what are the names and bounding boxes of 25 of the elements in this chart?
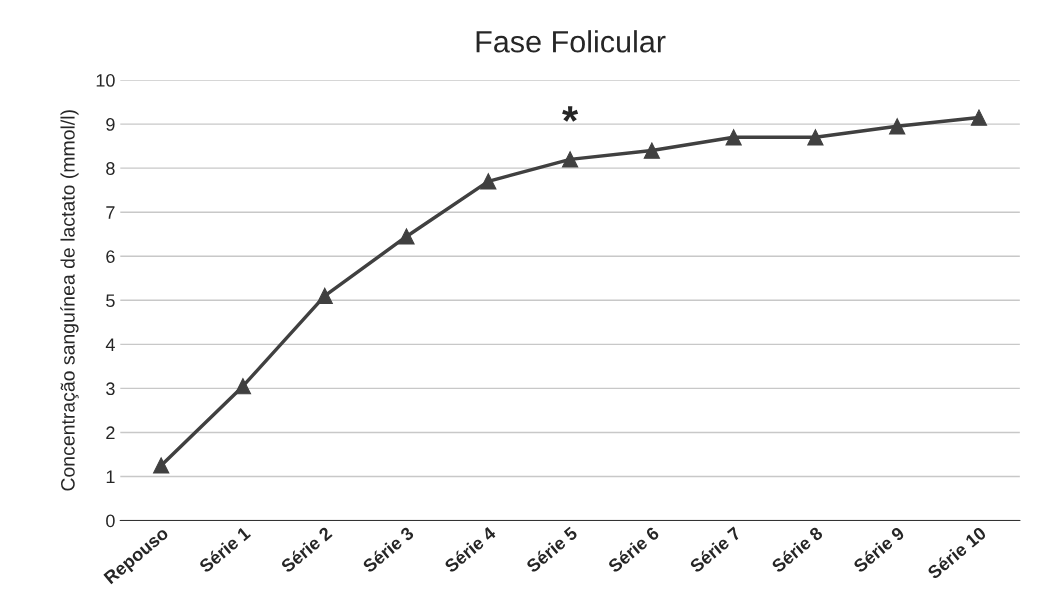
y-tick-label: 10: [96, 74, 115, 87]
y-tick-label: 5: [106, 294, 115, 308]
point: [889, 118, 906, 135]
y-tick-label: 2: [106, 426, 115, 439]
y-tick-label: 1: [106, 470, 115, 484]
y-tick-label: 8: [106, 162, 115, 175]
chart-title: Fase Folicular: [476, 30, 666, 53]
y-axis-title: Concentração sanguínea de lactato (mmol/l): [60, 110, 79, 491]
point: [480, 173, 497, 190]
point: [561, 151, 579, 168]
annotation: *: [562, 106, 579, 122]
y-tick-label: 9: [106, 118, 115, 131]
y-tick-label: 6: [106, 250, 115, 263]
point: [316, 287, 333, 305]
point: [725, 129, 742, 146]
point: [970, 109, 988, 126]
y-tick-label: 7: [106, 206, 115, 219]
point: [398, 228, 415, 245]
point: [643, 142, 661, 159]
point: [153, 457, 170, 474]
point: [234, 378, 252, 395]
y-tick-label: 0: [106, 514, 115, 528]
y-tick-label: 3: [106, 382, 115, 396]
point: [807, 129, 824, 146]
y-tick-label: 4: [105, 338, 115, 351]
